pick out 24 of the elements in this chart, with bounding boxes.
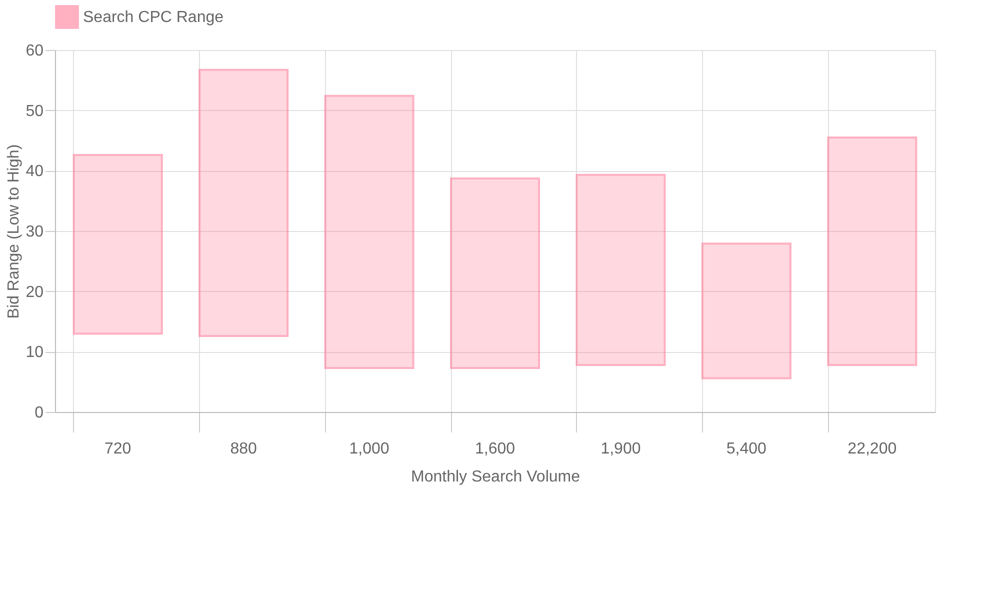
y-axis-title: Bid Range (Low to High) — [6, 144, 23, 319]
x-tick-label: 1,600 — [474, 440, 516, 458]
legend-label: Search CPC Range — [83, 9, 224, 26]
x-axis-title: Monthly Search Volume — [411, 468, 580, 486]
y-tick-label: 20 — [26, 284, 44, 301]
bar — [576, 174, 666, 366]
y-tick-label: 50 — [26, 102, 44, 120]
x-tick-label: 22,200 — [848, 440, 897, 458]
bar — [827, 136, 918, 366]
bar — [701, 242, 792, 380]
bar — [450, 178, 540, 369]
bar — [324, 94, 414, 369]
y-tick-label: 30 — [26, 224, 44, 240]
y-tick-label: 60 — [26, 42, 44, 60]
x-tick-label: 1,900 — [600, 440, 641, 458]
bar — [72, 154, 163, 335]
y-tick-label: 40 — [26, 163, 44, 180]
x-tick-label: 880 — [230, 440, 258, 458]
y-tick-label: 0 — [34, 404, 44, 422]
bar — [198, 68, 289, 337]
x-tick-label: 720 — [104, 440, 132, 458]
x-tick-label: 1,000 — [349, 440, 390, 458]
y-tick-label: 10 — [26, 344, 44, 362]
x-tick-label: 5,400 — [726, 440, 767, 458]
